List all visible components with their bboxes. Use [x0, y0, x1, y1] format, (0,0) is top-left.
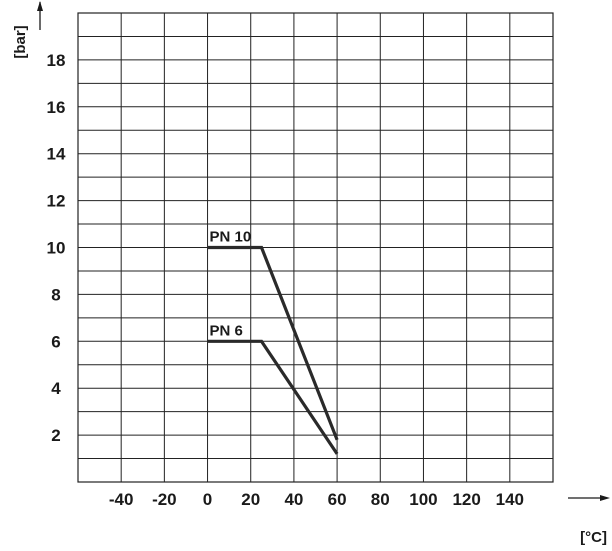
x-tick-label: -40 — [109, 490, 134, 509]
grid — [77, 12, 554, 483]
y-tick-label: 2 — [51, 426, 60, 445]
x-tick-label: 100 — [409, 490, 437, 509]
x-tick-label: 0 — [203, 490, 212, 509]
x-axis-arrow — [568, 495, 610, 501]
plot-frame — [77, 12, 554, 483]
y-tick-label: 14 — [47, 145, 66, 164]
y-axis-arrow — [37, 1, 43, 30]
y-tick-label: 6 — [51, 332, 60, 351]
y-tick-label: 8 — [51, 285, 60, 304]
x-axis-label: [°C] — [580, 529, 607, 546]
x-tick-label: 40 — [284, 490, 303, 509]
series-group — [207, 245, 339, 455]
x-tick-label: -20 — [152, 490, 177, 509]
series-line-1 — [207, 245, 339, 441]
y-tick-labels: 2 4 6 8 10 12 14 16 18 — [47, 51, 66, 445]
y-tick-label: 10 — [47, 239, 66, 258]
y-tick-label: 12 — [47, 192, 66, 211]
series-labels: PN 10 PN 6 — [210, 229, 252, 340]
x-tick-labels: -40 -20 0 20 40 60 80 100 120 140 — [109, 490, 524, 509]
series-label-1: PN 10 — [210, 229, 252, 246]
x-tick-label: 60 — [328, 490, 347, 509]
series-label-2: PN 6 — [210, 322, 243, 339]
y-tick-label: 18 — [47, 51, 66, 70]
y-tick-label: 4 — [51, 379, 61, 398]
x-tick-label: 140 — [496, 490, 524, 509]
y-axis-label: [bar] — [12, 25, 29, 58]
y-tick-label: 16 — [47, 98, 66, 117]
x-tick-label: 20 — [241, 490, 260, 509]
x-tick-label: 80 — [371, 490, 390, 509]
x-tick-label: 120 — [452, 490, 480, 509]
series-line-2 — [207, 339, 339, 455]
